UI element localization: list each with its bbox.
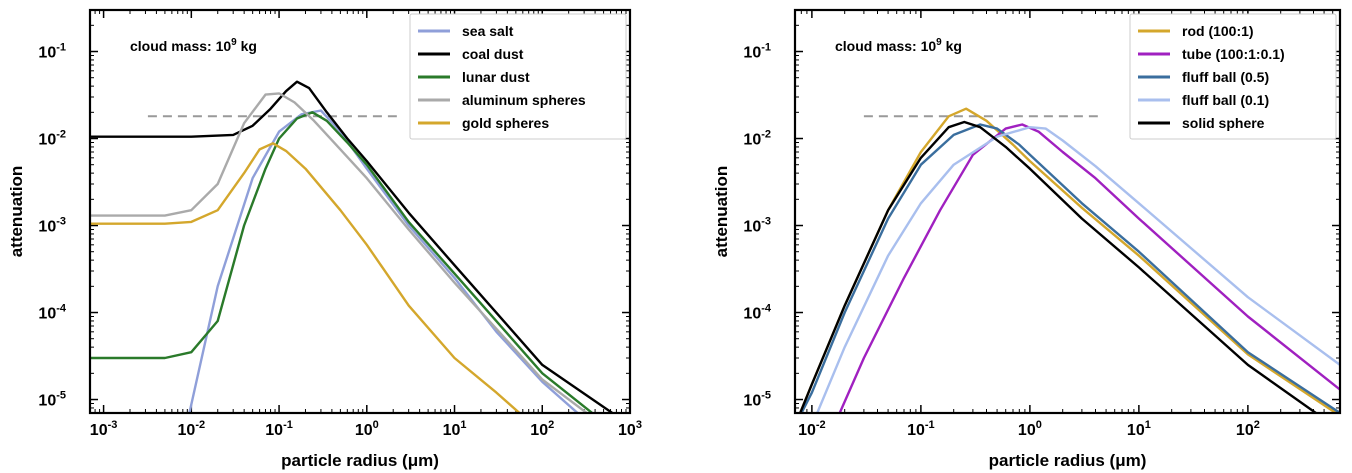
right-x-tick-label: 10-2	[798, 419, 826, 439]
left-legend-label: lunar dust	[462, 69, 530, 85]
right-x-tick-label: 100	[1018, 419, 1042, 439]
left-annotation-cloud-mass: cloud mass: 109 kg	[130, 37, 257, 54]
right-legend-label: solid sphere	[1182, 115, 1265, 131]
left-x-axis-title: particle radius (μm)	[281, 451, 439, 470]
left-y-tick-label: 10-1	[38, 42, 66, 62]
left-y-axis-title: attenuation	[7, 166, 26, 258]
left-x-tick-label: 100	[355, 419, 379, 439]
left-legend-label: sea salt	[462, 23, 514, 39]
right-chart-panel: 10-2 10-1 100 101 102 10-5 10-4 10-3 10-2 10-1 clo…	[712, 8, 1342, 470]
right-x-tick-label: 101	[1127, 419, 1151, 439]
left-chart-panel: 10-3 10-2 10-1 100 101 102 103 10-5 10-4 10-3 10-2…	[7, 8, 642, 470]
right-x-tick-label: 10-1	[907, 419, 935, 439]
left-plot-frame	[88, 8, 632, 415]
right-legend-label: fluff ball (0.5)	[1182, 69, 1269, 85]
right-y-tick-label: 10-4	[743, 303, 771, 323]
left-series-line-gold-spheres	[90, 142, 522, 413]
left-y-tick-label: 10-4	[38, 303, 66, 323]
right-y-tick-label: 10-2	[743, 129, 771, 149]
left-x-tick-label: 103	[618, 419, 642, 439]
left-legend-label: coal dust	[462, 46, 524, 62]
right-series-line-solid-sphere	[798, 120, 1318, 413]
right-plot-frame	[793, 8, 1342, 415]
right-legend: rod (100:1) tube (100:1:0.1) fluff ball (0…	[1129, 13, 1337, 140]
left-x-tick-label: 10-3	[90, 419, 118, 439]
left-x-tick-label: 10-1	[265, 419, 293, 439]
left-y-tick-label: 10-3	[38, 216, 66, 236]
left-y-tick-label: 10-5	[38, 390, 66, 410]
left-series-line-lunar-dust	[90, 111, 595, 413]
right-legend-label: tube (100:1:0.1)	[1182, 46, 1285, 62]
right-x-tick-label: 102	[1236, 419, 1260, 439]
left-x-tick-label: 101	[443, 419, 467, 439]
left-x-tick-label: 102	[530, 419, 554, 439]
right-y-tick-label: 10-3	[743, 216, 771, 236]
left-x-tick-label: 10-2	[178, 419, 206, 439]
left-legend: sea salt coal dust lunar dust aluminum sphe…	[409, 13, 627, 140]
left-legend-label: aluminum spheres	[462, 92, 586, 108]
right-series-line-fluff-ball-0-1	[815, 125, 1340, 413]
right-legend-label: rod (100:1)	[1182, 23, 1254, 39]
right-y-tick-label: 10-1	[743, 42, 771, 62]
left-y-tick-label: 10-2	[38, 129, 66, 149]
right-y-tick-label: 10-5	[743, 390, 771, 410]
right-legend-label: fluff ball (0.1)	[1182, 92, 1269, 108]
right-x-axis-title: particle radius (μm)	[989, 451, 1147, 470]
left-series-line-aluminum-spheres	[90, 92, 589, 413]
right-series-line-fluff-ball-0-5	[800, 123, 1340, 413]
right-series-line-tube-100-1-0-1	[838, 123, 1340, 413]
right-y-axis-title: attenuation	[712, 166, 731, 258]
left-legend-label: gold spheres	[462, 115, 549, 131]
right-annotation-cloud-mass: cloud mass: 109 kg	[835, 37, 962, 54]
